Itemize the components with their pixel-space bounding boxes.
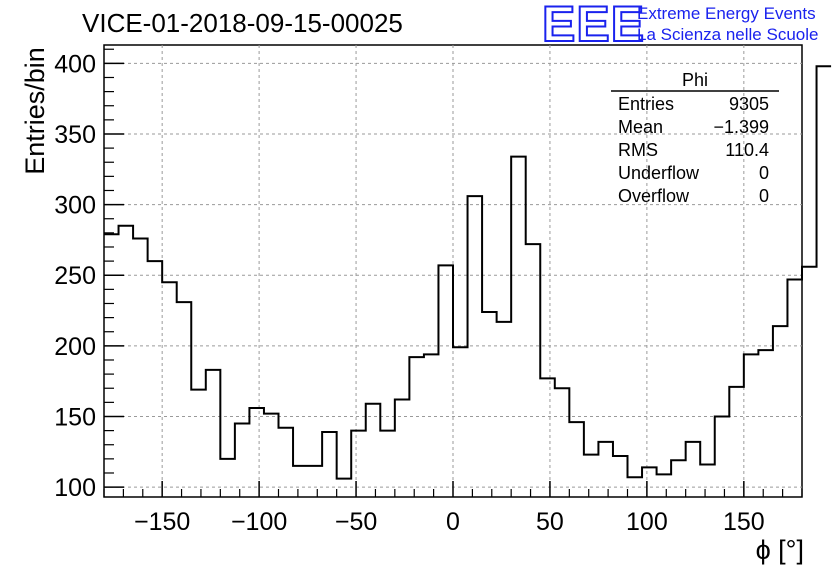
x-tick-label: −150 (134, 508, 190, 536)
y-tick-label: 400 (54, 50, 96, 78)
stats-box: Phi Entries 9305 Mean −1.399 RMS 110.4 U… (611, 70, 779, 206)
stats-overflow-value: 0 (759, 186, 769, 206)
logo-subtitle-1: Extreme Energy Events (637, 4, 816, 23)
stats-rms-value: 110.4 (725, 140, 769, 160)
y-tick-label: 300 (54, 192, 96, 220)
stats-underflow-value: 0 (759, 163, 769, 183)
chart-title: VICE-01-2018-09-15-00025 (82, 8, 403, 38)
y-tick-label: 150 (54, 403, 96, 431)
x-tick-label: 150 (723, 508, 765, 536)
x-tick-label: 50 (536, 508, 564, 536)
y-tick-label: 100 (54, 474, 96, 502)
x-tick-label: 0 (446, 508, 460, 536)
stats-underflow-label: Underflow (618, 163, 700, 183)
y-tick-label: 250 (54, 262, 96, 290)
y-tick-label: 350 (54, 121, 96, 149)
x-axis-label: ϕ [°] (755, 535, 804, 565)
stats-mean-label: Mean (618, 117, 663, 137)
axis-ticks (103, 48, 803, 497)
eee-logo: EEE (541, 0, 646, 52)
stats-overflow-label: Overflow (618, 186, 690, 206)
stats-title: Phi (682, 70, 708, 90)
stats-rms-label: RMS (618, 140, 658, 160)
histogram-outline (104, 65, 832, 480)
x-tick-label: 100 (626, 508, 668, 536)
x-tick-label: −100 (231, 508, 287, 536)
tick-labels: −150 −100 −50 0 50 100 150 100 150 200 250 300 350 40… (54, 50, 764, 536)
logo-subtitle-2: La Scienza nelle Scuole (637, 25, 819, 44)
stats-mean-value: −1.399 (713, 117, 769, 137)
y-tick-label: 200 (54, 333, 96, 361)
stats-entries-value: 9305 (729, 94, 769, 114)
stats-entries-label: Entries (618, 94, 674, 114)
x-tick-label: −50 (335, 508, 377, 536)
